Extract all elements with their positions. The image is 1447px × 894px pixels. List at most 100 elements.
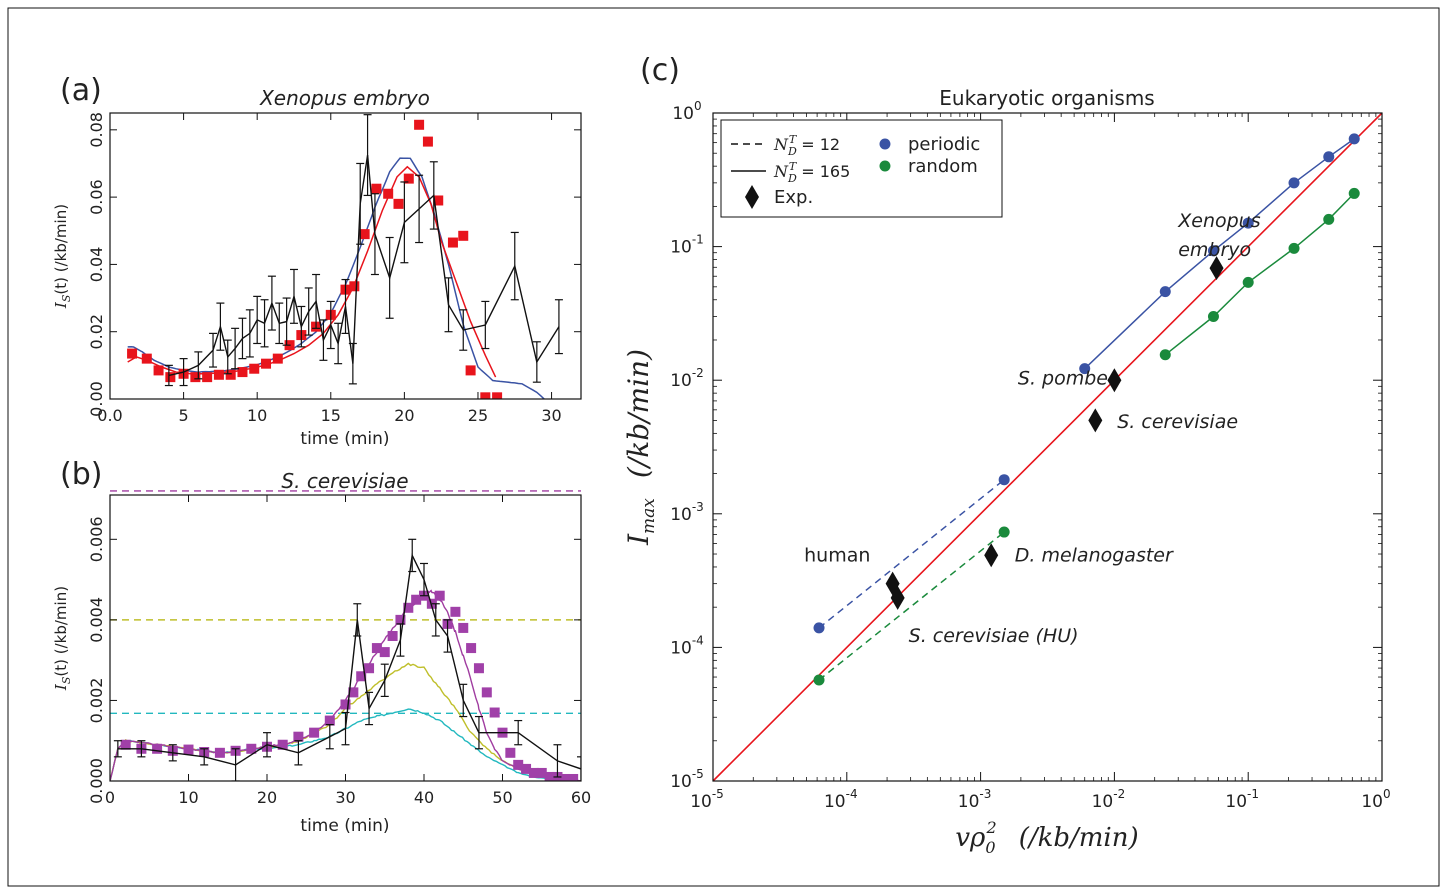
point-periodic-solid [1348,133,1360,145]
data-square [536,767,547,778]
data-square [473,663,484,674]
data-square [411,594,422,605]
point-random-solid [1207,310,1219,322]
y-tick-label: 0.004 [87,597,106,643]
data-square [277,739,288,750]
x-tick-label: 20 [257,788,277,807]
chart-a-title: Xenopus embryo [259,86,430,110]
series-exp-line [168,154,560,377]
data-square [383,188,394,199]
chart-b-ylabel-sym: I [52,683,70,691]
panel-label-c: (c) [640,53,680,88]
annotation-label: D. melanogaster [1015,544,1174,566]
x-tick-label: 50 [492,788,512,807]
exp-diamond [1107,368,1122,393]
chart-c-title: Eukaryotic organisms [939,86,1154,110]
x-tick-label: 5 [179,406,189,425]
panel-label-a: (a) [60,73,102,108]
data-square [183,744,194,755]
data-square [489,707,500,718]
data-square [153,365,164,376]
data-square [414,119,425,130]
annotation-label: S. cerevisiae (HU) [909,625,1079,647]
y-tick-label: 0.00 [87,381,106,417]
chart-c-ylabel-sub: max [639,498,659,534]
exp-diamond [984,543,999,568]
chart-c-xlabel-sub: 0 [985,838,995,857]
chart-c-legend: NDT = 12 NDT = 165 Exp. periodic random [720,119,1003,218]
legend-random-label: random [908,156,978,177]
data-square [560,773,571,781]
data-square [466,643,477,654]
data-square [293,731,304,742]
point-periodic-solid [1288,177,1300,189]
data-square [249,363,260,374]
data-square [348,687,359,698]
point-periodic-solid [1207,245,1219,257]
data-square [246,743,257,754]
legend-solid-label: NDT = 165 [773,160,850,185]
data-square [395,614,406,625]
data-square [190,372,201,383]
data-square [364,663,375,674]
series-random-solid [1164,192,1355,356]
data-square [505,747,516,758]
chart-c-xlabel-rest: (/kb/min) [1019,823,1139,853]
data-square [387,630,398,641]
chart-b-ylabel: IS(t) (/kb/min) [52,586,73,691]
data-square [371,643,382,654]
point-periodic-solid [1079,363,1091,375]
data-square [403,173,414,184]
legend-solid-sub: D [787,172,797,185]
point-periodic-solid [1242,217,1254,229]
data-square [458,622,469,633]
data-square [434,590,445,601]
chart-a-ylabel: IS(t) (/kb/min) [52,204,73,309]
legend-random-swatch [879,160,891,172]
legend-dashed-rest: = 12 [796,135,840,154]
chart-b: S. cerevisiae 0 10 20 30 40 50 60 0.000 0.002 0.… [52,469,591,836]
point-periodic-solid [1159,286,1171,298]
point-random-dashed [998,526,1010,538]
panel-label-b: (b) [60,457,102,492]
data-square [214,747,225,758]
exp-diamond [890,585,905,610]
series-periodic-line [127,157,545,399]
series-periodic-dashed [818,479,1005,629]
annotation-label: Xenopus [1177,210,1260,232]
data-square [359,229,370,240]
data-square [433,195,444,206]
legend-box [720,119,1003,218]
legend-dashed-sup: T [789,133,798,146]
data-square [422,136,433,147]
chart-c-ylabel-sym: I [622,533,655,546]
series-exp-line [117,553,581,770]
annotation-label: embryo [1178,239,1251,261]
x-tick-label: 0 [105,788,115,807]
x-tick-label: 10 [247,406,267,425]
point-periodic-dashed [813,622,825,634]
chart-a-ylabel-rest: (t) (/kb/min) [52,204,70,295]
chart-c-ylabel: Imax (/kb/min) [622,349,659,546]
data-square [165,372,176,383]
x-tick-label: 0.0 [97,406,122,425]
legend-exp-swatch [745,185,759,209]
data-square [465,365,476,376]
annotation-label: S. pombe [1018,367,1108,389]
point-random-solid [1242,276,1254,288]
point-periodic-solid [1323,151,1335,163]
chart-a: Xenopus embryo 0.0 5 10 15 20 25 30 0.00 0.02 0.… [52,86,582,449]
chart-a-frame [109,112,582,400]
y-tick-label: 0.02 [87,314,106,350]
data-square [356,671,367,682]
data-square [513,759,524,770]
series-random-dashed [818,531,1005,681]
data-square [568,773,579,781]
data-square [481,687,492,698]
annotation-label: S. cerevisiae [1117,411,1238,433]
y-tick-label: 0.08 [87,112,106,148]
point-random-dashed [813,674,825,686]
chart-a-ylabel-sub: S [60,294,73,302]
y-tick-label: 0.006 [87,516,106,562]
point-periodic-dashed [998,474,1010,486]
